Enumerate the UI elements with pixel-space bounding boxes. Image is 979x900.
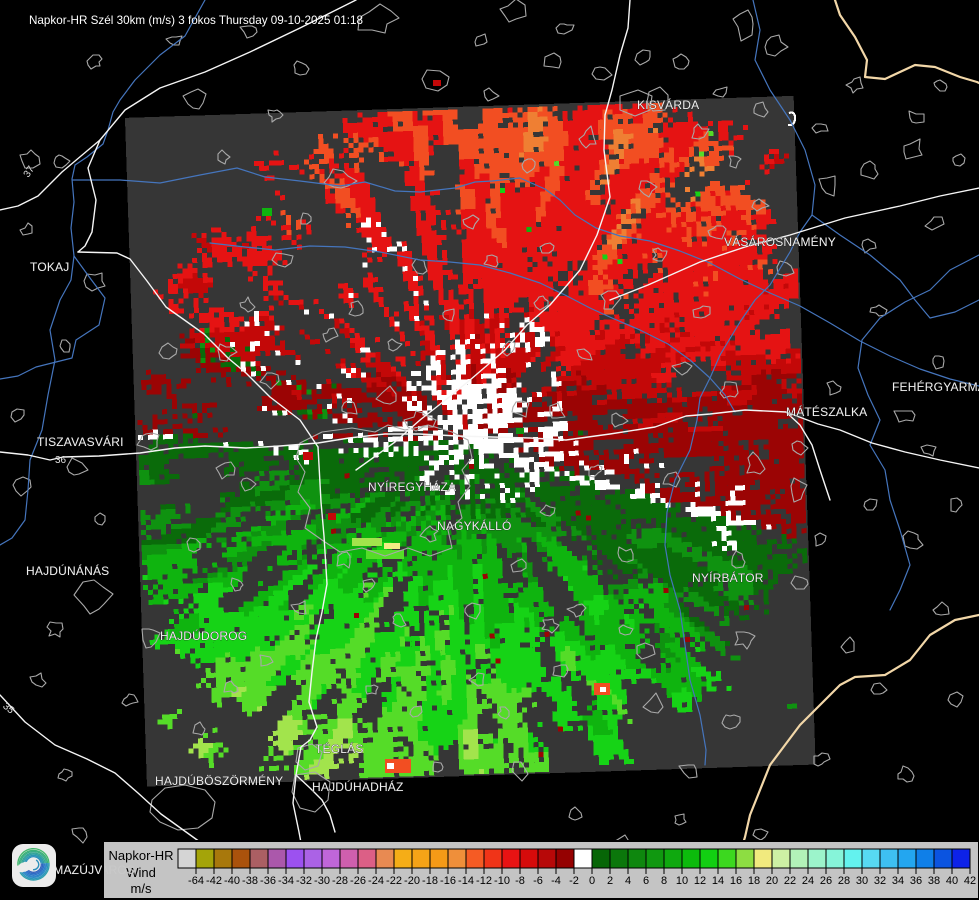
svg-text:36: 36 bbox=[910, 875, 922, 887]
svg-text:m/s: m/s bbox=[131, 881, 152, 896]
svg-text:36: 36 bbox=[55, 455, 67, 466]
svg-text:TÉGLÁS: TÉGLÁS bbox=[315, 741, 364, 756]
svg-text:28: 28 bbox=[838, 875, 850, 887]
svg-text:-64: -64 bbox=[188, 875, 204, 887]
svg-text:Napkor-HR Szél 30km (m/s) 3 fo: Napkor-HR Szél 30km (m/s) 3 fokos Thursd… bbox=[29, 13, 363, 27]
svg-text:6: 6 bbox=[643, 875, 649, 887]
svg-text:-22: -22 bbox=[386, 875, 402, 887]
svg-text:26: 26 bbox=[820, 875, 832, 887]
svg-text:-14: -14 bbox=[458, 875, 474, 887]
svg-text:-4: -4 bbox=[551, 875, 561, 887]
svg-text:-20: -20 bbox=[404, 875, 420, 887]
svg-text:BALMAZÚJVÁROS: BALMAZÚJVÁROS bbox=[30, 862, 135, 877]
svg-text:38: 38 bbox=[928, 875, 940, 887]
svg-text:-40: -40 bbox=[224, 875, 240, 887]
svg-text:FEHÉRGYARMAT: FEHÉRGYARMAT bbox=[892, 379, 979, 394]
svg-text:-38: -38 bbox=[242, 875, 258, 887]
svg-text:NAGYKÁLLÓ: NAGYKÁLLÓ bbox=[437, 518, 512, 533]
svg-text:10: 10 bbox=[676, 875, 688, 887]
svg-text:NYÍREGYHÁZA: NYÍREGYHÁZA bbox=[368, 479, 456, 494]
svg-text:-2: -2 bbox=[569, 875, 579, 887]
svg-text:-26: -26 bbox=[350, 875, 366, 887]
svg-text:-10: -10 bbox=[494, 875, 510, 887]
svg-text:-36: -36 bbox=[260, 875, 276, 887]
svg-text:14: 14 bbox=[712, 875, 724, 887]
svg-text:HAJDÚHADHÁZ: HAJDÚHADHÁZ bbox=[312, 779, 404, 794]
svg-text:-42: -42 bbox=[206, 875, 222, 887]
svg-text:-34: -34 bbox=[278, 875, 294, 887]
svg-text:8: 8 bbox=[661, 875, 667, 887]
svg-text:-32: -32 bbox=[296, 875, 312, 887]
svg-text:34: 34 bbox=[892, 875, 904, 887]
svg-text:-12: -12 bbox=[476, 875, 492, 887]
svg-text:NYÍRBÁTOR: NYÍRBÁTOR bbox=[692, 570, 764, 585]
svg-text:4: 4 bbox=[625, 875, 631, 887]
svg-text:42: 42 bbox=[964, 875, 976, 887]
svg-text:Napkor-HR: Napkor-HR bbox=[108, 848, 173, 863]
svg-text:-16: -16 bbox=[440, 875, 456, 887]
svg-text:40: 40 bbox=[946, 875, 958, 887]
svg-text:-6: -6 bbox=[533, 875, 543, 887]
svg-text:18: 18 bbox=[748, 875, 760, 887]
svg-text:TOKAJ: TOKAJ bbox=[30, 260, 69, 274]
svg-text:32: 32 bbox=[874, 875, 886, 887]
svg-text:16: 16 bbox=[730, 875, 742, 887]
svg-text:2: 2 bbox=[607, 875, 613, 887]
svg-text:-30: -30 bbox=[314, 875, 330, 887]
svg-text:HAJDÚNÁNÁS: HAJDÚNÁNÁS bbox=[26, 563, 109, 578]
svg-text:-28: -28 bbox=[332, 875, 348, 887]
svg-text:VÁSÁROSNAMÉNY: VÁSÁROSNAMÉNY bbox=[724, 234, 836, 249]
svg-text:TISZAVASVÁRI: TISZAVASVÁRI bbox=[37, 434, 124, 449]
svg-text:30: 30 bbox=[856, 875, 868, 887]
svg-text:Wind: Wind bbox=[126, 865, 156, 880]
svg-text:MÁTÉSZALKA: MÁTÉSZALKA bbox=[786, 404, 867, 419]
svg-text:0: 0 bbox=[589, 875, 595, 887]
svg-text:24: 24 bbox=[802, 875, 814, 887]
svg-text:22: 22 bbox=[784, 875, 796, 887]
svg-text:HAJDÚDOROG: HAJDÚDOROG bbox=[160, 628, 247, 643]
svg-text:-24: -24 bbox=[368, 875, 384, 887]
svg-text:-8: -8 bbox=[515, 875, 525, 887]
svg-text:HAJDÚBÖSZÖRMÉNY: HAJDÚBÖSZÖRMÉNY bbox=[155, 773, 283, 788]
svg-text:20: 20 bbox=[766, 875, 778, 887]
svg-text:12: 12 bbox=[694, 875, 706, 887]
svg-text:-18: -18 bbox=[422, 875, 438, 887]
svg-text:KISVÁRDA: KISVÁRDA bbox=[637, 97, 699, 112]
